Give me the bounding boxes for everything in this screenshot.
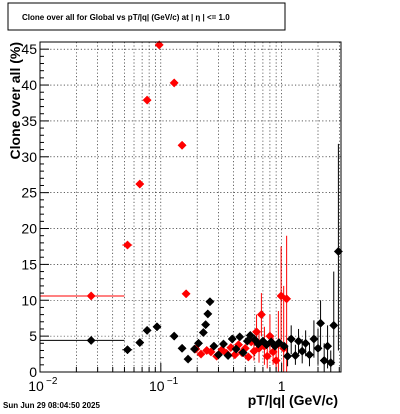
- data-point: [169, 78, 179, 88]
- timestamp: Sun Jun 29 08:04:50 2025: [3, 401, 100, 410]
- y-tick-label: 30: [21, 149, 37, 165]
- x-tick-label: 10: [149, 378, 165, 394]
- data-point: [218, 339, 229, 349]
- y-tick-label: 40: [21, 77, 37, 93]
- data-point: [283, 351, 293, 361]
- data-point: [86, 335, 96, 345]
- data-point: [293, 336, 304, 346]
- data-point: [238, 348, 248, 358]
- data-point: [304, 350, 315, 360]
- data-point: [227, 334, 237, 344]
- data-point: [309, 334, 319, 344]
- data-point: [198, 327, 208, 338]
- series-1-group: [40, 143, 343, 372]
- x-tick-exponent: −1: [167, 376, 179, 387]
- data-point: [181, 289, 191, 299]
- data-point: [274, 338, 284, 348]
- y-tick-label: 35: [21, 113, 37, 129]
- data-point: [209, 341, 219, 351]
- data-point: [122, 345, 133, 355]
- data-point: [169, 331, 179, 341]
- data-point: [256, 310, 266, 320]
- data-point: [290, 350, 300, 361]
- data-point: [323, 341, 333, 351]
- data-point: [235, 332, 245, 342]
- data-point: [205, 297, 215, 307]
- data-point: [297, 346, 307, 356]
- title-frame: [7, 2, 286, 31]
- data-point: [154, 40, 164, 50]
- data-point: [329, 320, 339, 330]
- chart-title: Clone over all for Global vs pT/|q| (GeV…: [22, 13, 230, 22]
- y-tick-label: 5: [29, 328, 37, 344]
- y-tick-label: 20: [21, 221, 37, 237]
- data-point: [142, 325, 152, 335]
- y-tick-label: 25: [21, 185, 37, 201]
- data-point: [135, 179, 145, 189]
- y-tick-label: 10: [21, 292, 37, 308]
- y-axis-title: Clone over all (%): [7, 42, 23, 159]
- data-point: [193, 338, 204, 348]
- data-point: [231, 344, 241, 354]
- x-axis-title: pT/|q| (GeV/c): [248, 392, 338, 408]
- data-point: [245, 330, 255, 340]
- title-box: Clone over all for Global vs pT/|q| (GeV…: [7, 2, 286, 31]
- data-point: [213, 350, 224, 360]
- x-tick-label: 1: [278, 378, 286, 394]
- data-point: [301, 338, 311, 348]
- data-point: [122, 240, 133, 250]
- x-tick-exponent: −2: [46, 376, 58, 387]
- y-tick-label: 45: [21, 41, 37, 57]
- data-point: [189, 344, 200, 354]
- data-point: [196, 349, 206, 359]
- data-point: [223, 350, 233, 361]
- data-point: [243, 352, 253, 362]
- y-tick-label: 0: [29, 364, 37, 380]
- data-point: [142, 95, 152, 105]
- data-point: [279, 341, 289, 351]
- data-layer: [40, 40, 343, 372]
- data-point: [316, 318, 326, 328]
- data-point: [183, 354, 193, 364]
- data-point: [177, 343, 187, 353]
- data-point: [86, 291, 96, 301]
- data-point: [201, 320, 211, 330]
- data-point: [286, 334, 296, 344]
- data-point: [203, 309, 213, 319]
- data-point: [135, 338, 145, 348]
- y-tick-label: 15: [21, 256, 37, 272]
- data-point: [177, 140, 187, 150]
- axis-ticks: [39, 41, 340, 373]
- x-tick-label: 10: [28, 378, 44, 394]
- data-point: [282, 294, 292, 304]
- grid-lines: [39, 42, 341, 373]
- data-point: [152, 322, 162, 332]
